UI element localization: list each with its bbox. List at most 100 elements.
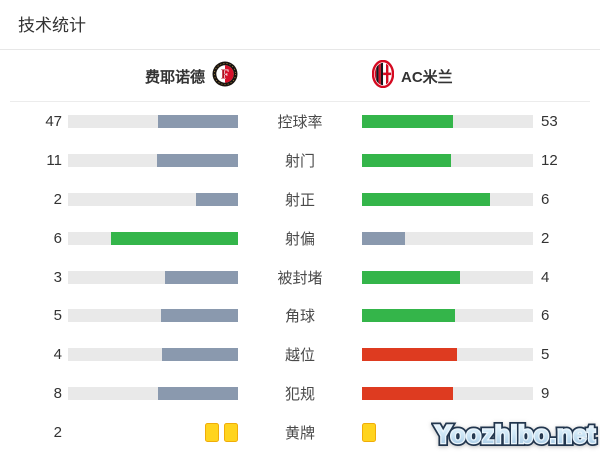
away-bar <box>362 309 533 323</box>
home-value: 2 <box>53 424 62 442</box>
away-value: 12 <box>541 151 558 169</box>
away-bar-track <box>362 153 533 167</box>
home-bar <box>68 309 238 323</box>
home-bar-fill <box>156 153 238 167</box>
home-cards <box>68 423 238 443</box>
watermark-rim: Yoozhibo.net <box>434 420 597 451</box>
home-bar <box>68 231 238 245</box>
away-value: 5 <box>541 346 550 364</box>
home-value: 47 <box>45 112 62 130</box>
away-bar <box>362 348 533 362</box>
home-bar-track <box>68 270 238 284</box>
stat-label: 射偏 <box>284 230 315 248</box>
stat-row: 2 射正 6 <box>0 180 600 219</box>
away-cards-group <box>362 423 533 443</box>
home-bar-track <box>68 309 238 323</box>
home-bar <box>68 153 238 167</box>
home-bar <box>68 192 238 206</box>
stat-row: 3 被封堵 4 <box>0 258 600 297</box>
home-bar <box>68 348 238 362</box>
away-bar-track <box>362 114 533 128</box>
stat-label: 射门 <box>284 152 315 170</box>
home-bar-track <box>68 348 238 362</box>
stat-row: 5 角球 6 <box>0 296 600 335</box>
home-value: 11 <box>46 151 62 169</box>
away-bar-fill <box>362 114 453 128</box>
home-value: 4 <box>53 346 62 364</box>
svg-text:F: F <box>221 66 229 81</box>
svg-text:F: F <box>221 66 229 81</box>
home-bar-track <box>68 231 238 245</box>
home-bar <box>68 270 238 284</box>
divider <box>0 49 600 50</box>
stat-row: 4 越位 5 <box>0 335 600 374</box>
away-bar-track <box>362 231 533 245</box>
away-bar-fill <box>362 348 457 362</box>
away-bar-fill <box>362 387 453 401</box>
watermark-outline: Yoozhibo.net <box>432 418 599 452</box>
stat-label: 越位 <box>284 347 315 365</box>
home-bar-fill <box>158 387 238 401</box>
stat-row: 47 控球率 53 <box>0 102 600 141</box>
stats-rows: 47 控球率 53 11 射门 12 2 射正 6 6 射偏 2 3 被封堵 4 5 角球 6 4 越位 5 8 犯规 9 2 黄… <box>0 102 600 452</box>
team-header-home: 费耶诺德 F F <box>0 50 240 102</box>
home-bar-fill <box>110 231 238 245</box>
home-value: 8 <box>53 385 62 403</box>
stat-label: 射正 <box>284 191 315 209</box>
away-bar <box>362 270 533 284</box>
away-cards <box>362 423 533 443</box>
home-value: 5 <box>53 307 62 325</box>
away-bar <box>362 153 533 167</box>
stat-row: 6 射偏 2 <box>0 219 600 258</box>
home-bar-fill <box>158 114 238 128</box>
away-value: 53 <box>541 112 558 130</box>
divider <box>10 101 590 102</box>
away-bar-track <box>362 270 533 284</box>
away-value: 9 <box>541 385 550 403</box>
yellow-card-icon <box>205 423 219 443</box>
away-bar <box>362 114 533 128</box>
away-bar-track <box>362 309 533 323</box>
away-bar-fill <box>362 309 456 323</box>
home-value: 3 <box>53 268 62 286</box>
home-bar-fill <box>195 192 238 206</box>
away-bar-track <box>362 348 533 362</box>
home-bar <box>68 387 238 401</box>
away-bar-track <box>362 192 533 206</box>
home-bar-fill <box>160 309 238 323</box>
away-team-name: AC米兰 <box>401 68 453 86</box>
away-bar <box>362 387 533 401</box>
stat-label: 黄牌 <box>284 425 315 443</box>
yellow-card-icon <box>224 423 238 443</box>
away-value: 6 <box>541 307 550 325</box>
away-bar-fill <box>362 270 460 284</box>
home-bar <box>68 114 238 128</box>
stat-label: 角球 <box>284 308 315 326</box>
home-cards-group <box>68 423 238 443</box>
stat-row: 8 犯规 9 <box>0 374 600 413</box>
away-bar-fill <box>362 192 491 206</box>
page-title: 技术统计 <box>18 16 86 35</box>
ac-milan-logo-icon <box>371 59 395 93</box>
stat-label: 控球率 <box>277 113 323 131</box>
away-bar <box>362 231 533 245</box>
home-bar-fill <box>165 270 238 284</box>
stat-label: 被封堵 <box>277 269 323 287</box>
stat-label: 犯规 <box>284 386 315 404</box>
away-value: 2 <box>541 229 550 247</box>
away-value: 6 <box>541 190 550 208</box>
team-header-away: AC米兰 <box>371 50 600 102</box>
home-team-name: 费耶诺德 <box>144 68 205 86</box>
away-bar-fill <box>362 231 405 245</box>
home-bar-track <box>68 192 238 206</box>
home-value: 2 <box>53 190 62 208</box>
stat-row: 2 黄牌 <box>0 413 600 452</box>
home-bar-fill <box>162 348 238 362</box>
watermark: Yoozhibo.net Yoozhibo.net Yoozhibo.net <box>432 418 599 452</box>
home-bar-track <box>68 153 238 167</box>
home-bar-track <box>68 387 238 401</box>
feyenoord-logo-icon: F F <box>212 61 238 92</box>
away-bar-fill <box>362 153 452 167</box>
home-value: 6 <box>53 229 62 247</box>
